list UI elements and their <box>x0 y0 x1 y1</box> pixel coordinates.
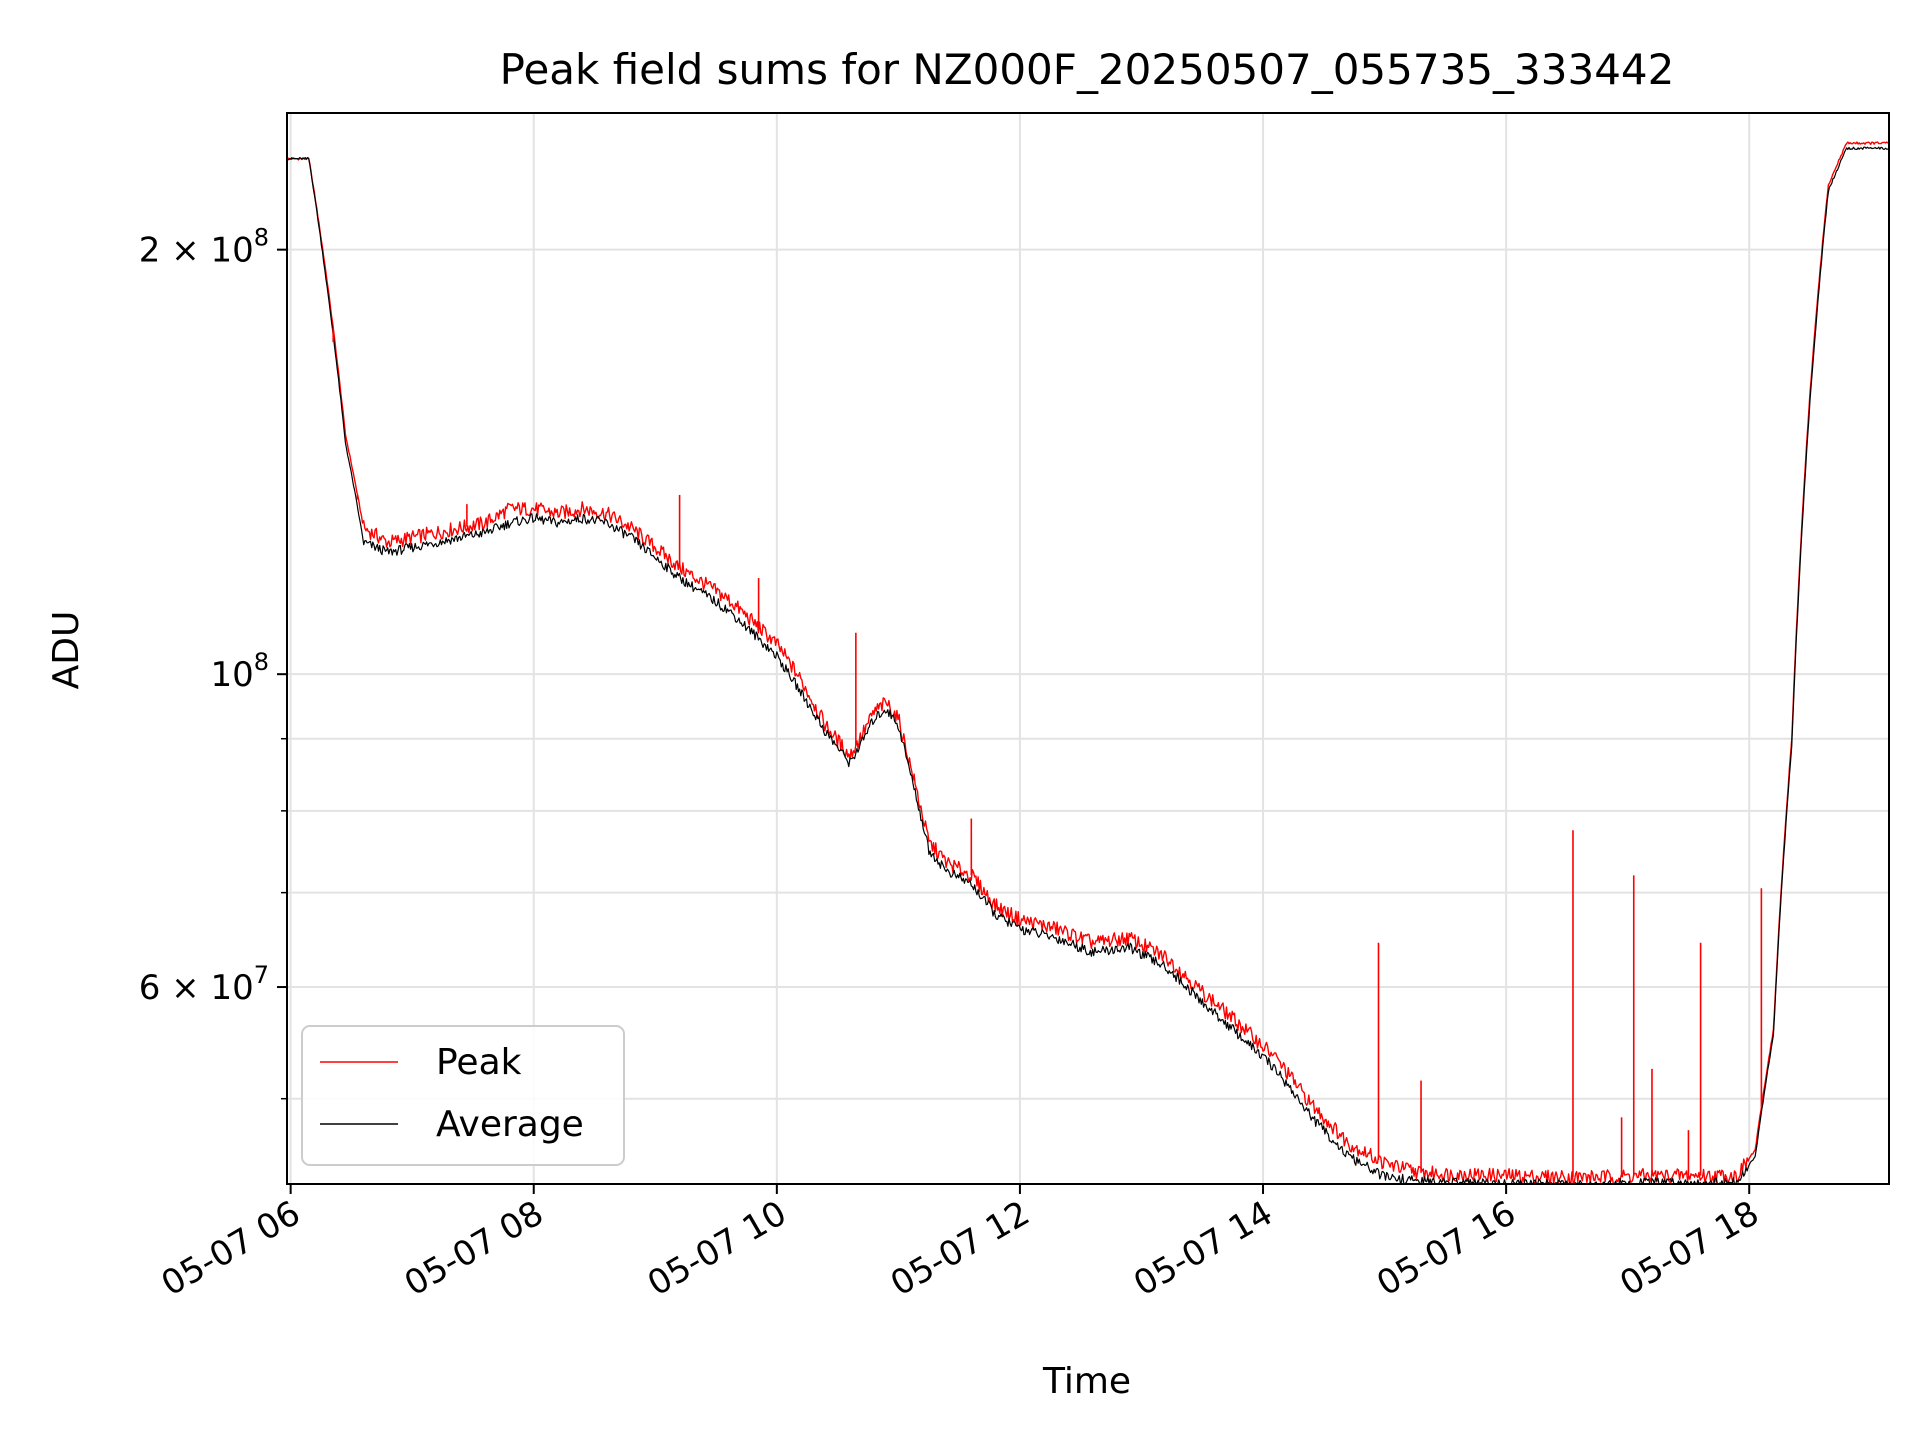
legend: Peak Average <box>301 1025 625 1166</box>
y-tick-label: 6 × 107 <box>139 961 269 1008</box>
grid <box>287 113 1889 1184</box>
legend-peak-label: Peak <box>436 1042 522 1083</box>
legend-average-label: Average <box>436 1104 584 1145</box>
legend-box <box>301 1025 625 1166</box>
average-series-line <box>286 146 1890 1185</box>
plot-series <box>286 141 1890 1185</box>
y-tick-label: 2 × 108 <box>139 224 269 271</box>
chart-title: Peak field sums for NZ000F_20250507_0557… <box>500 45 1675 94</box>
plot-frame <box>286 112 1890 1185</box>
x-axis-label: Time <box>1042 1361 1131 1402</box>
y-axis-label: ADU <box>46 611 87 690</box>
